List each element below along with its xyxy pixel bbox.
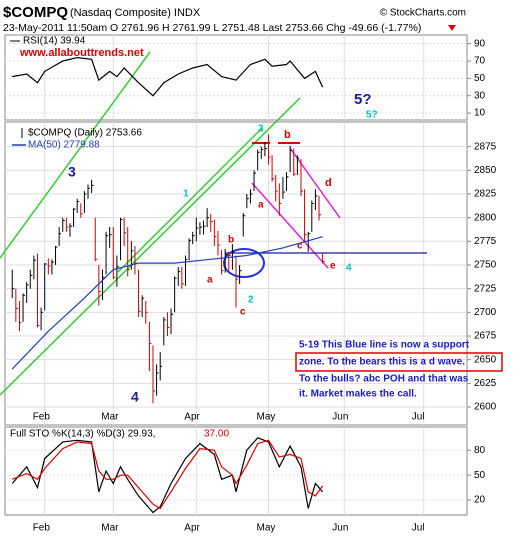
annotation: d [325,177,332,189]
ma-legend: MA(50) 2779.88 [28,140,100,151]
circle-mark [223,248,265,278]
y-tick-label: 80 [474,445,486,456]
y-tick-label: 2750 [474,260,497,271]
trendline [0,97,301,396]
annotation: 3 [258,124,264,135]
rsi-panel [4,34,468,121]
note-line: it. Market makes the call. [299,389,417,400]
symbol-name: (Nasdaq Composite) INDX [70,7,201,19]
x-tick-label: Jun [332,412,348,423]
annotation: 1 [183,189,189,200]
symbol: $COMPQ [3,4,68,21]
annotation: a [258,200,264,211]
annotation: 3 [68,164,76,180]
x-tick-label: May [256,523,275,534]
annotation: a [207,275,213,286]
annotation: 5? [366,110,378,121]
annotation: 4 [131,389,139,405]
x-tick-label: Jul [412,523,425,534]
sto-legend: Full STO %K(14,3) %D(3) 29.93, [10,429,155,440]
website: www.allabouttrends.net [19,47,144,59]
annotation: 2 [248,295,254,306]
y-tick-label: 50 [474,73,486,84]
x-tick-label: Mar [101,412,119,423]
x-tick-label: Feb [33,412,51,423]
highlight-box [295,352,503,372]
annotation: c [297,241,303,252]
note-line: zone. To the bears this is a d wave. [299,357,465,368]
y-tick-label: 90 [474,38,486,49]
y-tick-label: 20 [474,495,486,506]
y-tick-label: 2800 [474,212,497,223]
annotation: 5? [354,91,372,108]
y-tick-label: 2675 [474,331,497,342]
x-tick-label: Apr [184,412,200,423]
y-tick-label: 2725 [474,283,497,294]
channel-line [289,147,341,219]
y-tick-label: 2875 [474,141,497,152]
annotation: c [240,307,246,318]
line [11,437,324,514]
y-tick-label: 50 [474,470,486,481]
x-tick-label: Apr [184,523,200,534]
note-line: 5-19 This Blue line is now a support [299,340,470,351]
y-tick-label: 2700 [474,307,497,318]
line [12,56,324,97]
y-tick-label: 10 [474,108,486,119]
x-tick-label: Mar [101,523,119,534]
sto-legend-d: 37.00 [204,429,229,440]
y-tick-label: 70 [474,56,486,67]
y-tick-label: 2600 [474,402,497,413]
y-tick-label: 2775 [474,236,497,247]
y-tick-label: 2850 [474,165,497,176]
x-tick-label: Jul [412,412,425,423]
y-tick-label: 2625 [474,378,497,389]
annotation: b [228,235,234,246]
line [11,236,323,370]
rsi-legend: RSI(14) 39.94 [23,36,86,47]
channel-line [251,182,329,269]
y-tick-label: 2825 [474,189,497,200]
down-arrow [448,25,456,31]
annotation: 4 [346,263,352,274]
line [11,439,324,510]
y-tick-label: 30 [474,90,486,101]
x-tick-label: Jun [332,523,348,534]
annotation: e [330,261,336,272]
x-tick-label: May [256,412,275,423]
x-tick-label: Feb [33,523,51,534]
copyright: © StockCharts.com [380,8,466,19]
y-tick-label: 2650 [474,354,497,365]
trendline [0,51,151,259]
note-line: To the bulls? abc POH and that was [299,374,469,385]
price-legend: $COMPQ (Daily) 2753.66 [28,128,142,139]
trendline [117,127,263,273]
annotation: b [284,129,291,141]
quote: 23-May-2011 11:50am O 2761.96 H 2761.99 … [3,22,421,34]
